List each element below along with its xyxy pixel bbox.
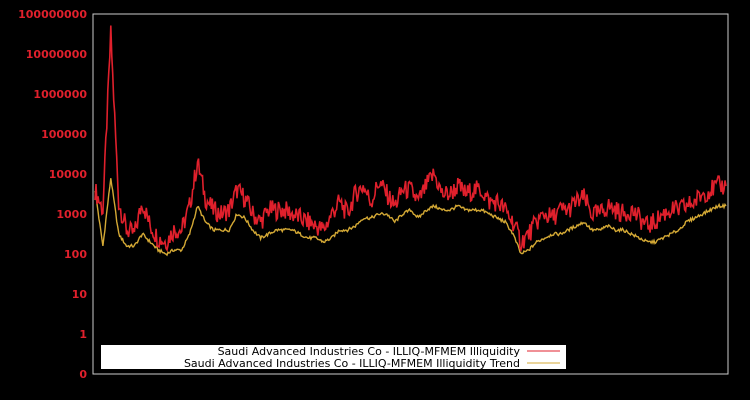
plot-area bbox=[94, 25, 727, 257]
y-tick-label: 100000 bbox=[41, 128, 87, 141]
series-trend-line bbox=[94, 178, 727, 257]
legend-box bbox=[101, 345, 566, 369]
legend-label-trend: Saudi Advanced Industries Co - ILLIQ-MFM… bbox=[184, 357, 520, 370]
y-tick-label: 100 bbox=[64, 248, 87, 261]
y-tick-label: 10000 bbox=[49, 168, 88, 181]
y-tick-label: 10 bbox=[72, 288, 88, 301]
legend-label-illiquidity: Saudi Advanced Industries Co - ILLIQ-MFM… bbox=[218, 345, 521, 358]
y-tick-label: 1 bbox=[79, 328, 87, 341]
y-tick-label: 0 bbox=[79, 368, 87, 381]
series-illiquidity-line bbox=[94, 25, 727, 253]
y-axis: 0 1 10 100 1000 10000 100000 1000000 10000000 100… bbox=[18, 8, 87, 381]
axes-frame bbox=[92, 13, 729, 375]
y-tick-label: 1000 bbox=[56, 208, 87, 221]
y-tick-label: 10000000 bbox=[26, 48, 88, 61]
y-tick-label: 1000000 bbox=[33, 88, 87, 101]
y-tick-label: 100000000 bbox=[18, 8, 87, 21]
legend: Saudi Advanced Industries Co - ILLIQ-MFM… bbox=[101, 345, 566, 370]
